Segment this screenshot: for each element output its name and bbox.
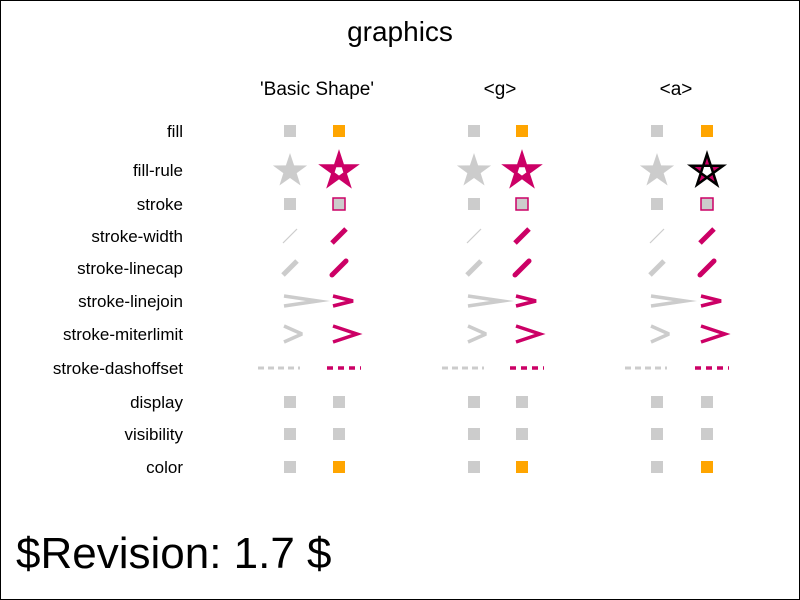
column-headers: 'Basic Shape' <g> <a>	[260, 79, 692, 100]
test-stroke-basic-shape	[332, 197, 346, 211]
reference-fill-basic-shape	[284, 125, 296, 137]
row-fill: fill	[167, 122, 713, 141]
row-stroke-linecap: stroke-linecap	[77, 258, 717, 278]
reference-stroke-miterlimit-a	[650, 324, 670, 344]
test-visibility-g	[516, 428, 528, 440]
test-color-a	[701, 461, 713, 473]
row-stroke-dashoffset: stroke-dashoffset	[53, 359, 729, 378]
reference-stroke-width-a	[649, 228, 665, 244]
row-color: color	[146, 458, 713, 477]
test-stroke-width-g	[513, 227, 531, 245]
reference-color-g	[468, 461, 480, 473]
reference-stroke-width-basic-shape	[282, 228, 298, 244]
reference-color-a	[651, 461, 663, 473]
row-label-color: color	[146, 458, 183, 477]
reference-fill-rule-a	[639, 153, 675, 186]
reference-visibility-basic-shape	[284, 428, 296, 440]
row-visibility: visibility	[124, 425, 713, 444]
reference-display-g	[468, 396, 480, 408]
row-display: display	[130, 393, 713, 412]
reference-visibility-a	[651, 428, 663, 440]
reference-stroke-linecap-g	[465, 259, 483, 277]
reference-stroke-linecap-a	[648, 259, 666, 277]
test-stroke-linecap-basic-shape	[329, 258, 349, 278]
test-display-a	[701, 396, 713, 408]
test-stroke-a	[700, 197, 714, 211]
test-stroke-miterlimit-a	[700, 324, 731, 344]
row-label-stroke-dashoffset: stroke-dashoffset	[53, 359, 183, 378]
test-fill-g	[516, 125, 528, 137]
reference-stroke-linejoin-g	[467, 294, 515, 308]
test-fill-a	[701, 125, 713, 137]
test-stroke-width-basic-shape	[330, 227, 348, 245]
reference-visibility-g	[468, 428, 480, 440]
test-stroke-linejoin-a	[700, 294, 722, 308]
row-label-fill-rule: fill-rule	[133, 161, 183, 180]
reference-fill-rule-basic-shape	[272, 153, 308, 186]
test-stroke-linecap-g	[512, 258, 532, 278]
reference-stroke-linecap-basic-shape	[281, 259, 299, 277]
test-color-g	[516, 461, 528, 473]
reference-display-basic-shape	[284, 396, 296, 408]
test-display-basic-shape	[333, 396, 345, 408]
row-stroke-miterlimit: stroke-miterlimit	[63, 324, 731, 344]
reference-stroke-miterlimit-basic-shape	[283, 324, 303, 344]
test-display-g	[516, 396, 528, 408]
reference-fill-rule-g	[456, 153, 492, 186]
test-stroke-linejoin-g	[515, 294, 537, 308]
test-stroke-miterlimit-basic-shape	[332, 324, 363, 344]
row-label-stroke-miterlimit: stroke-miterlimit	[63, 325, 183, 344]
row-label-display: display	[130, 393, 183, 412]
reference-stroke-a	[651, 198, 663, 210]
reference-stroke-linejoin-a	[650, 294, 698, 308]
row-fill-rule: fill-rule	[133, 149, 728, 189]
row-label-stroke-linecap: stroke-linecap	[77, 259, 183, 278]
property-rows: fill fill-rule stroke stroke-width stroke-li…	[53, 122, 731, 477]
column-header-g: <g>	[484, 79, 517, 100]
reference-stroke-g	[468, 198, 480, 210]
reference-display-a	[651, 396, 663, 408]
row-label-stroke-linejoin: stroke-linejoin	[78, 292, 183, 311]
test-fill-basic-shape	[333, 125, 345, 137]
test-stroke-linecap-a	[697, 258, 717, 278]
reference-stroke-width-g	[466, 228, 482, 244]
reference-fill-a	[651, 125, 663, 137]
reference-color-basic-shape	[284, 461, 296, 473]
row-stroke: stroke	[137, 195, 714, 214]
test-stroke-linejoin-basic-shape	[332, 294, 354, 308]
test-fill-rule-a	[686, 149, 728, 189]
test-fill-rule-basic-shape	[318, 149, 360, 189]
row-label-stroke-width: stroke-width	[91, 227, 183, 246]
revision-label: $Revision: 1.7 $	[16, 529, 332, 578]
column-header-basic-shape: 'Basic Shape'	[260, 79, 374, 100]
reference-stroke-linejoin-basic-shape	[283, 294, 331, 308]
test-fill-rule-g	[501, 149, 543, 189]
test-fill-rule-a-center	[703, 167, 711, 175]
row-label-visibility: visibility	[124, 425, 183, 444]
test-stroke-miterlimit-g	[515, 324, 546, 344]
test-stroke-width-a	[698, 227, 716, 245]
reference-stroke-miterlimit-g	[467, 324, 487, 344]
test-fill-rule-basic-shape-center	[335, 167, 343, 175]
reference-fill-g	[468, 125, 480, 137]
test-visibility-a	[701, 428, 713, 440]
page-title: graphics	[347, 16, 453, 47]
test-visibility-basic-shape	[333, 428, 345, 440]
row-label-fill: fill	[167, 122, 183, 141]
test-fill-rule-g-center	[518, 167, 526, 175]
row-label-stroke: stroke	[137, 195, 183, 214]
test-stroke-g	[515, 197, 529, 211]
column-header-a: <a>	[660, 79, 693, 100]
row-stroke-linejoin: stroke-linejoin	[78, 292, 722, 311]
test-color-basic-shape	[333, 461, 345, 473]
reference-stroke-basic-shape	[284, 198, 296, 210]
row-stroke-width: stroke-width	[91, 227, 716, 246]
